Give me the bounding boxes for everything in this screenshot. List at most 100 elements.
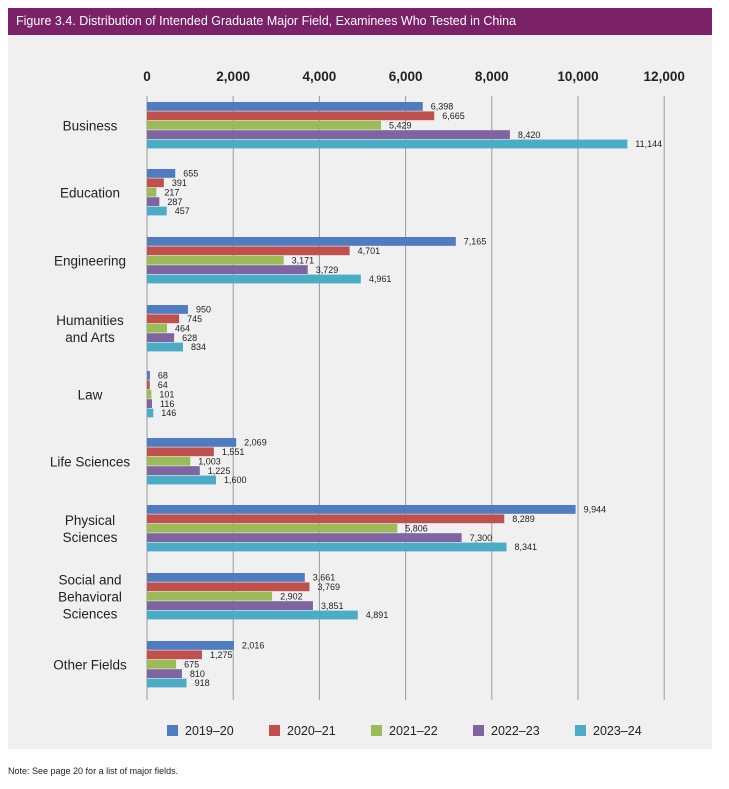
- data-label: 4,701: [358, 246, 381, 256]
- data-label: 464: [175, 323, 190, 333]
- data-label: 8,341: [514, 542, 537, 552]
- data-label: 745: [187, 314, 202, 324]
- bar: [147, 102, 423, 111]
- category-label: Engineering: [54, 254, 126, 269]
- x-tick-label: 2,000: [216, 69, 250, 84]
- legend-swatch: [371, 725, 382, 736]
- data-label: 8,289: [512, 514, 535, 524]
- data-label: 68: [158, 371, 168, 381]
- data-label: 3,729: [316, 265, 339, 275]
- data-label: 4,891: [366, 610, 389, 620]
- bar: [147, 380, 150, 390]
- x-tick-label: 6,000: [389, 69, 423, 84]
- data-label: 655: [183, 169, 198, 179]
- bar: [147, 533, 462, 542]
- bar: [147, 323, 167, 333]
- bar: [147, 659, 177, 669]
- bar: [147, 601, 313, 610]
- bar: [147, 178, 164, 188]
- data-label: 1,551: [222, 447, 245, 457]
- x-tick-label: 8,000: [475, 69, 509, 84]
- bar: [147, 669, 182, 678]
- category-label: Humanities: [56, 313, 124, 328]
- data-label: 2,016: [242, 641, 265, 651]
- data-label: 116: [160, 399, 174, 409]
- category-label: Business: [63, 119, 118, 134]
- bar: [147, 438, 237, 447]
- data-label: 918: [195, 678, 210, 688]
- x-tick-label: 10,000: [557, 69, 598, 84]
- bar: [147, 305, 188, 314]
- legend-label: 2020–21: [287, 724, 336, 738]
- bar: [147, 120, 381, 130]
- legend-label: 2021–22: [389, 724, 438, 738]
- data-label: 9,944: [584, 505, 607, 515]
- bar: [147, 447, 214, 457]
- bar: [147, 505, 576, 514]
- data-label: 5,806: [405, 523, 428, 533]
- bar: [147, 523, 398, 533]
- bar: [147, 582, 310, 592]
- bar: [147, 255, 284, 265]
- figure-title-bar: Figure 3.4. Distribution of Intended Gra…: [8, 8, 712, 35]
- legend-swatch: [167, 725, 178, 736]
- data-label: 950: [196, 305, 211, 315]
- data-label: 287: [167, 197, 182, 207]
- x-tick-label: 12,000: [644, 69, 685, 84]
- data-label: 8,420: [518, 130, 541, 140]
- data-label: 628: [182, 333, 197, 343]
- bar: [147, 197, 160, 206]
- bar: [147, 333, 175, 342]
- bar: [147, 274, 361, 284]
- data-label: 675: [184, 659, 199, 669]
- bar: [147, 456, 191, 466]
- bar: [147, 139, 628, 149]
- category-label: Social and: [58, 573, 121, 588]
- data-label: 6,398: [431, 102, 454, 112]
- data-label: 5,429: [389, 120, 412, 130]
- bar: [147, 641, 234, 650]
- legend-swatch: [473, 725, 484, 736]
- bar: [147, 237, 456, 246]
- category-label: Life Sciences: [50, 455, 131, 470]
- bar: [147, 187, 157, 197]
- bar: [147, 314, 180, 324]
- bar: [147, 342, 183, 352]
- bar: [147, 111, 435, 121]
- bar: [147, 610, 358, 620]
- chart-panel: [8, 35, 712, 749]
- data-label: 217: [164, 187, 179, 197]
- data-label: 146: [161, 408, 176, 418]
- legend-swatch: [269, 725, 280, 736]
- data-label: 4,961: [369, 274, 392, 284]
- bar: [147, 678, 187, 688]
- data-label: 7,300: [470, 533, 493, 543]
- data-label: 391: [172, 178, 187, 188]
- legend-swatch: [575, 725, 586, 736]
- data-label: 3,171: [292, 255, 315, 265]
- bar: [147, 389, 152, 399]
- category-label: Education: [60, 186, 120, 201]
- data-label: 810: [190, 669, 205, 679]
- bar: [147, 265, 308, 274]
- category-label: Behavioral: [58, 590, 122, 605]
- category-label: and Arts: [65, 330, 115, 345]
- x-tick-label: 4,000: [303, 69, 337, 84]
- x-tick-label: 0: [143, 69, 151, 84]
- data-label: 457: [175, 206, 190, 216]
- data-label: 3,661: [313, 573, 336, 583]
- data-label: 1,275: [210, 650, 233, 660]
- bar: [147, 408, 154, 418]
- legend-label: 2023–24: [593, 724, 642, 738]
- data-label: 2,069: [244, 438, 267, 448]
- data-label: 1,003: [198, 456, 221, 466]
- legend-label: 2019–20: [185, 724, 234, 738]
- category-label: Sciences: [63, 607, 118, 622]
- bar: [147, 591, 273, 601]
- bar: [147, 466, 200, 475]
- data-label: 834: [191, 342, 206, 352]
- data-label: 2,902: [280, 591, 303, 601]
- bar: [147, 399, 152, 408]
- bar: [147, 514, 505, 524]
